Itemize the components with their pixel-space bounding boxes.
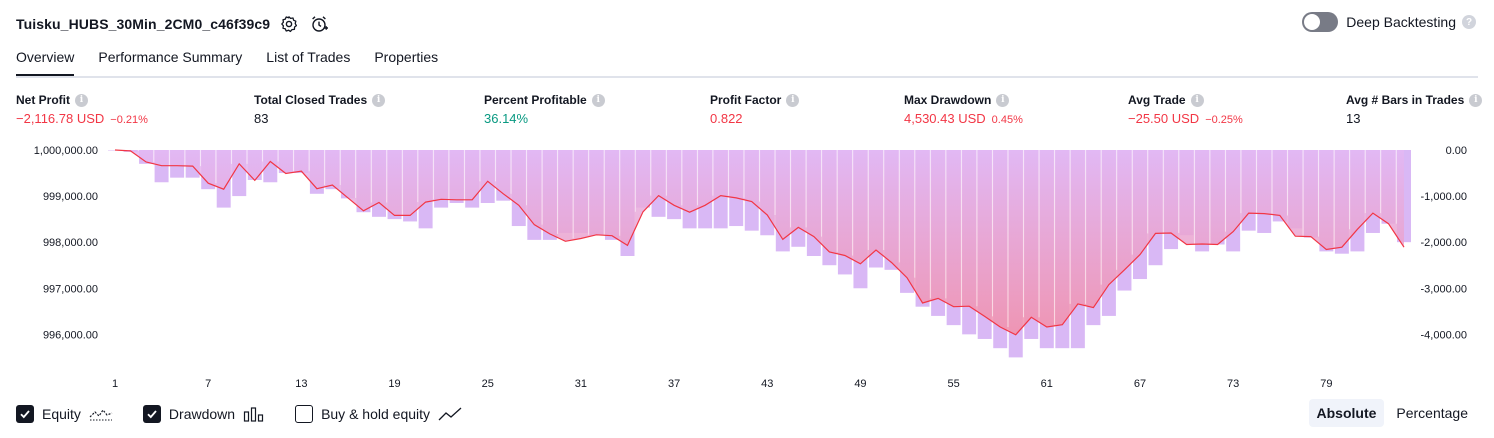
legend-drawdown[interactable]: Drawdown	[142, 405, 265, 423]
stat-sub-value: −0.21%	[110, 114, 148, 126]
left-axis: 1,000,000.00 999,000.00 998,000.00 997,000.…	[34, 145, 98, 341]
x-axis-tick: 19	[388, 378, 400, 390]
x-axis-tick: 67	[1134, 378, 1146, 390]
stat-value: 4,530.43 USD	[904, 111, 986, 126]
stat-sub-value: 0.45%	[991, 114, 1023, 126]
equity-checkbox[interactable]	[16, 405, 34, 423]
tab-list-of-trades[interactable]: List of Trades	[266, 49, 351, 65]
drawdown-checkbox[interactable]	[142, 405, 161, 423]
tab-bar: Overview Performance Summary List of Tra…	[16, 44, 1478, 78]
right-axis-tick: -3,000.00	[1421, 283, 1467, 295]
right-axis-tick: -2,000.00	[1421, 237, 1467, 249]
value-mode-switch: Absolute Percentage	[1305, 399, 1477, 427]
stat-sub-value: −0.25%	[1205, 114, 1243, 126]
stats-row: Net Profit i −2,116.78 USD −0.21% Total Cl…	[16, 93, 1483, 133]
buy-hold-label: Buy & hold equity	[321, 406, 431, 422]
x-axis-tick: 79	[1320, 378, 1332, 390]
left-axis-tick: 997,000.00	[43, 283, 98, 295]
left-axis-tick: 996,000.00	[43, 329, 98, 341]
absolute-button[interactable]: Absolute	[1308, 399, 1385, 427]
x-axis-tick: 55	[948, 378, 960, 390]
stat-label: Max Drawdown	[904, 93, 992, 107]
equity-label: Equity	[42, 406, 81, 422]
deep-backtesting-label: Deep Backtesting	[1346, 14, 1456, 30]
left-axis-tick: 998,000.00	[43, 237, 98, 249]
stat-max-drawdown: Max Drawdown i 4,530.43 USD 0.45%	[904, 93, 1023, 126]
right-axis: 0.00 -1,000.00 -2,000.00 -3,000.00 -4,000.00	[1421, 145, 1467, 341]
deep-backtesting-toggle[interactable]	[1302, 12, 1339, 32]
right-axis-tick: -4,000.00	[1421, 329, 1467, 341]
stat-value: −25.50 USD	[1128, 111, 1200, 126]
info-icon[interactable]: i	[372, 93, 386, 107]
stat-value: 83	[254, 111, 269, 126]
info-icon[interactable]: i	[591, 93, 605, 107]
left-axis-tick: 999,000.00	[43, 191, 98, 203]
stat-label: Total Closed Trades	[254, 93, 368, 107]
stat-label: Percent Profitable	[484, 93, 587, 107]
info-icon[interactable]: i	[75, 93, 88, 107]
x-axis-tick: 61	[1041, 378, 1053, 390]
stat-label: Net Profit	[16, 93, 70, 107]
info-icon[interactable]: i	[786, 93, 800, 107]
x-axis-tick: 49	[854, 378, 866, 390]
add-alert-icon[interactable]	[308, 13, 330, 35]
x-axis-tick: 37	[668, 378, 680, 390]
stat-value: 36.14%	[484, 111, 529, 126]
right-axis-tick: -1,000.00	[1421, 191, 1467, 203]
tab-overview[interactable]: Overview	[16, 44, 75, 76]
stat-value: 13	[1346, 111, 1361, 126]
tab-properties[interactable]: Properties	[374, 49, 439, 65]
info-icon[interactable]: i	[1190, 93, 1204, 107]
stat-avg-bars-in-trades: Avg # Bars in Trades i 13	[1346, 93, 1483, 126]
x-axis-tick: 73	[1227, 378, 1239, 390]
chart-legend: Equity Drawdown Buy & hold equity	[16, 402, 492, 426]
x-axis-tick: 31	[575, 378, 587, 390]
stat-avg-trade: Avg Trade i −25.50 USD −0.25%	[1128, 93, 1243, 126]
info-icon[interactable]: i	[1469, 93, 1483, 107]
equity-area	[115, 150, 1404, 335]
equity-area-fill	[115, 150, 1404, 335]
deep-backtesting-control: Deep Backtesting ?	[1302, 12, 1476, 32]
legend-buy-hold-equity[interactable]: Buy & hold equity	[295, 405, 462, 423]
stat-label: Avg Trade	[1128, 93, 1186, 107]
help-icon[interactable]: ?	[1462, 15, 1476, 29]
stat-label: Avg # Bars in Trades	[1346, 93, 1465, 107]
toggle-knob	[1304, 14, 1321, 30]
equity-line-icon	[89, 406, 113, 422]
x-axis-tick: 25	[482, 378, 494, 390]
equity-line	[114, 149, 1405, 336]
percentage-button[interactable]: Percentage	[1396, 405, 1468, 421]
stat-net-profit: Net Profit i −2,116.78 USD −0.21%	[16, 93, 148, 126]
x-axis-tick: 13	[295, 378, 307, 390]
x-axis-tick: 7	[205, 378, 211, 390]
stat-profit-factor: Profit Factor i 0.822	[710, 93, 800, 126]
left-axis-tick: 1,000,000.00	[34, 145, 98, 157]
buy-hold-checkbox[interactable]	[295, 405, 314, 423]
stat-percent-profitable: Percent Profitable i 36.14%	[484, 93, 605, 126]
drawdown-label: Drawdown	[168, 406, 236, 422]
equity-lines	[114, 149, 1405, 336]
right-axis-tick: 0.00	[1446, 145, 1467, 157]
strategy-header: Tuisku_HUBS_30Min_2CM0_c46f39c9	[16, 10, 330, 38]
buy-hold-line-icon	[438, 406, 462, 422]
settings-icon[interactable]	[278, 13, 300, 35]
info-icon[interactable]: i	[996, 93, 1010, 107]
equity-drawdown-chart[interactable]: 1,000,000.00 999,000.00 998,000.00 997,000.…	[0, 140, 1494, 392]
stat-value: 0.822	[710, 111, 743, 126]
stat-value: −2,116.78 USD	[16, 111, 105, 126]
stat-total-closed-trades: Total Closed Trades i 83	[254, 93, 386, 126]
legend-equity[interactable]: Equity	[16, 405, 113, 423]
x-axis: 1 7 13 19 25 31 37 43 49 55 61 67 73 79	[112, 378, 1333, 390]
x-axis-tick: 43	[761, 378, 773, 390]
tab-performance-summary[interactable]: Performance Summary	[98, 49, 243, 65]
strategy-title: Tuisku_HUBS_30Min_2CM0_c46f39c9	[16, 16, 271, 32]
x-axis-tick: 1	[112, 378, 118, 390]
stat-label: Profit Factor	[710, 93, 782, 107]
drawdown-bars-icon	[243, 406, 265, 422]
